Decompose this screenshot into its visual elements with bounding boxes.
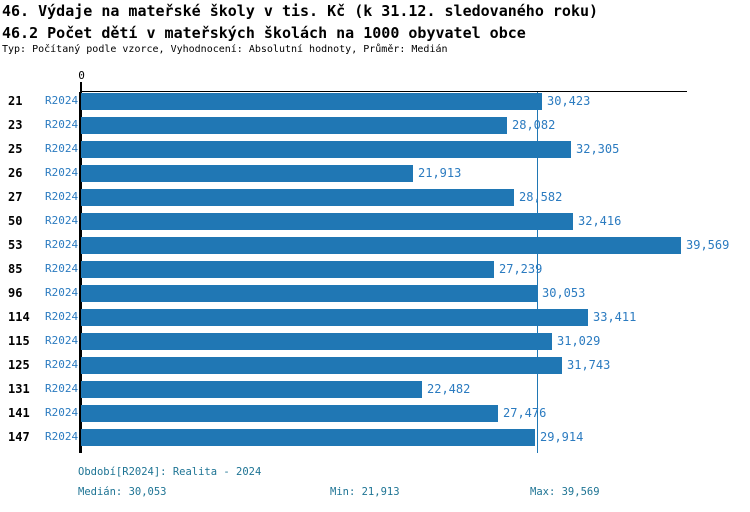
row-period-label: R2024 bbox=[45, 94, 79, 107]
bar-value-label: 31,029 bbox=[557, 334, 601, 348]
row-period-label: R2024 bbox=[45, 286, 79, 299]
bar-value-label: 32,416 bbox=[578, 214, 622, 228]
row-category-label: 85 bbox=[8, 262, 23, 276]
bar-row: 26 R2024 21,913 bbox=[0, 161, 750, 185]
bar-value-label: 30,423 bbox=[547, 94, 591, 108]
bar-value-label: 21,913 bbox=[418, 166, 462, 180]
bar bbox=[81, 429, 535, 446]
bar-value-label: 29,914 bbox=[540, 430, 584, 444]
bar-value-label: 33,411 bbox=[593, 310, 637, 324]
row-category-label: 53 bbox=[8, 238, 23, 252]
bar-row: 125 R2024 31,743 bbox=[0, 353, 750, 377]
stat-max-label: Max: 39,569 bbox=[530, 486, 600, 498]
stat-min-label: Min: 21,913 bbox=[330, 486, 400, 498]
bar-row: 141 R2024 27,476 bbox=[0, 401, 750, 425]
bar-row: 115 R2024 31,029 bbox=[0, 329, 750, 353]
bar-value-label: 28,082 bbox=[512, 118, 556, 132]
row-category-label: 141 bbox=[8, 406, 30, 420]
bar bbox=[81, 189, 514, 206]
bar-row: 23 R2024 28,082 bbox=[0, 113, 750, 137]
bar-value-label: 30,053 bbox=[542, 286, 586, 300]
bar-row: 53 R2024 39,569 bbox=[0, 233, 750, 257]
bar-row: 25 R2024 32,305 bbox=[0, 137, 750, 161]
row-period-label: R2024 bbox=[45, 358, 79, 371]
row-category-label: 114 bbox=[8, 310, 30, 324]
bar-row: 147 R2024 29,914 bbox=[0, 425, 750, 449]
row-period-label: R2024 bbox=[45, 238, 79, 251]
bar bbox=[81, 405, 498, 422]
row-category-label: 25 bbox=[8, 142, 23, 156]
median-line bbox=[537, 92, 538, 453]
row-period-label: R2024 bbox=[45, 430, 79, 443]
row-category-label: 21 bbox=[8, 94, 23, 108]
bar-row: 21 R2024 30,423 bbox=[0, 89, 750, 113]
stat-median-label: Medián: 30,053 bbox=[78, 486, 167, 498]
bar-row: 85 R2024 27,239 bbox=[0, 257, 750, 281]
row-category-label: 26 bbox=[8, 166, 23, 180]
axis-zero-tick bbox=[80, 82, 82, 92]
bar bbox=[81, 333, 552, 350]
bar bbox=[81, 237, 681, 254]
bar bbox=[81, 309, 588, 326]
bar-value-label: 27,239 bbox=[499, 262, 543, 276]
bar bbox=[81, 381, 422, 398]
plot-top-line bbox=[80, 91, 687, 92]
bar bbox=[81, 357, 562, 374]
chart-meta-line: Typ: Počítaný podle vzorce, Vyhodnocení:… bbox=[2, 44, 448, 55]
row-category-label: 50 bbox=[8, 214, 23, 228]
row-period-label: R2024 bbox=[45, 214, 79, 227]
bar bbox=[81, 117, 507, 134]
bar bbox=[81, 165, 413, 182]
bar bbox=[81, 213, 573, 230]
y-axis-line bbox=[79, 92, 82, 453]
chart-title: 46. Výdaje na mateřské školy v tis. Kč (… bbox=[2, 2, 599, 20]
row-category-label: 147 bbox=[8, 430, 30, 444]
row-period-label: R2024 bbox=[45, 262, 79, 275]
bar-row: 50 R2024 32,416 bbox=[0, 209, 750, 233]
chart-subtitle: 46.2 Počet dětí v mateřských školách na … bbox=[2, 24, 526, 42]
bar bbox=[81, 285, 537, 302]
row-period-label: R2024 bbox=[45, 334, 79, 347]
row-period-label: R2024 bbox=[45, 166, 79, 179]
legend-period-label: Období[R2024]: Realita - 2024 bbox=[78, 466, 262, 478]
row-period-label: R2024 bbox=[45, 118, 79, 131]
bar-row: 96 R2024 30,053 bbox=[0, 281, 750, 305]
bar bbox=[81, 141, 571, 158]
row-category-label: 23 bbox=[8, 118, 23, 132]
bar-rows: 21 R2024 30,423 23 R2024 28,082 25 R2024 32,305 2… bbox=[0, 89, 750, 449]
bar-value-label: 27,476 bbox=[503, 406, 547, 420]
row-category-label: 27 bbox=[8, 190, 23, 204]
bar bbox=[81, 261, 494, 278]
axis-zero-label: 0 bbox=[78, 69, 85, 82]
row-period-label: R2024 bbox=[45, 406, 79, 419]
bar-row: 27 R2024 28,582 bbox=[0, 185, 750, 209]
bar-row: 131 R2024 22,482 bbox=[0, 377, 750, 401]
bar-value-label: 32,305 bbox=[576, 142, 620, 156]
bar-value-label: 31,743 bbox=[567, 358, 611, 372]
row-period-label: R2024 bbox=[45, 310, 79, 323]
bar-value-label: 28,582 bbox=[519, 190, 563, 204]
row-category-label: 125 bbox=[8, 358, 30, 372]
row-category-label: 115 bbox=[8, 334, 30, 348]
row-category-label: 96 bbox=[8, 286, 23, 300]
row-category-label: 131 bbox=[8, 382, 30, 396]
bar-value-label: 39,569 bbox=[686, 238, 730, 252]
row-period-label: R2024 bbox=[45, 382, 79, 395]
row-period-label: R2024 bbox=[45, 142, 79, 155]
bar-row: 114 R2024 33,411 bbox=[0, 305, 750, 329]
row-period-label: R2024 bbox=[45, 190, 79, 203]
bar-value-label: 22,482 bbox=[427, 382, 471, 396]
bar bbox=[81, 93, 542, 110]
